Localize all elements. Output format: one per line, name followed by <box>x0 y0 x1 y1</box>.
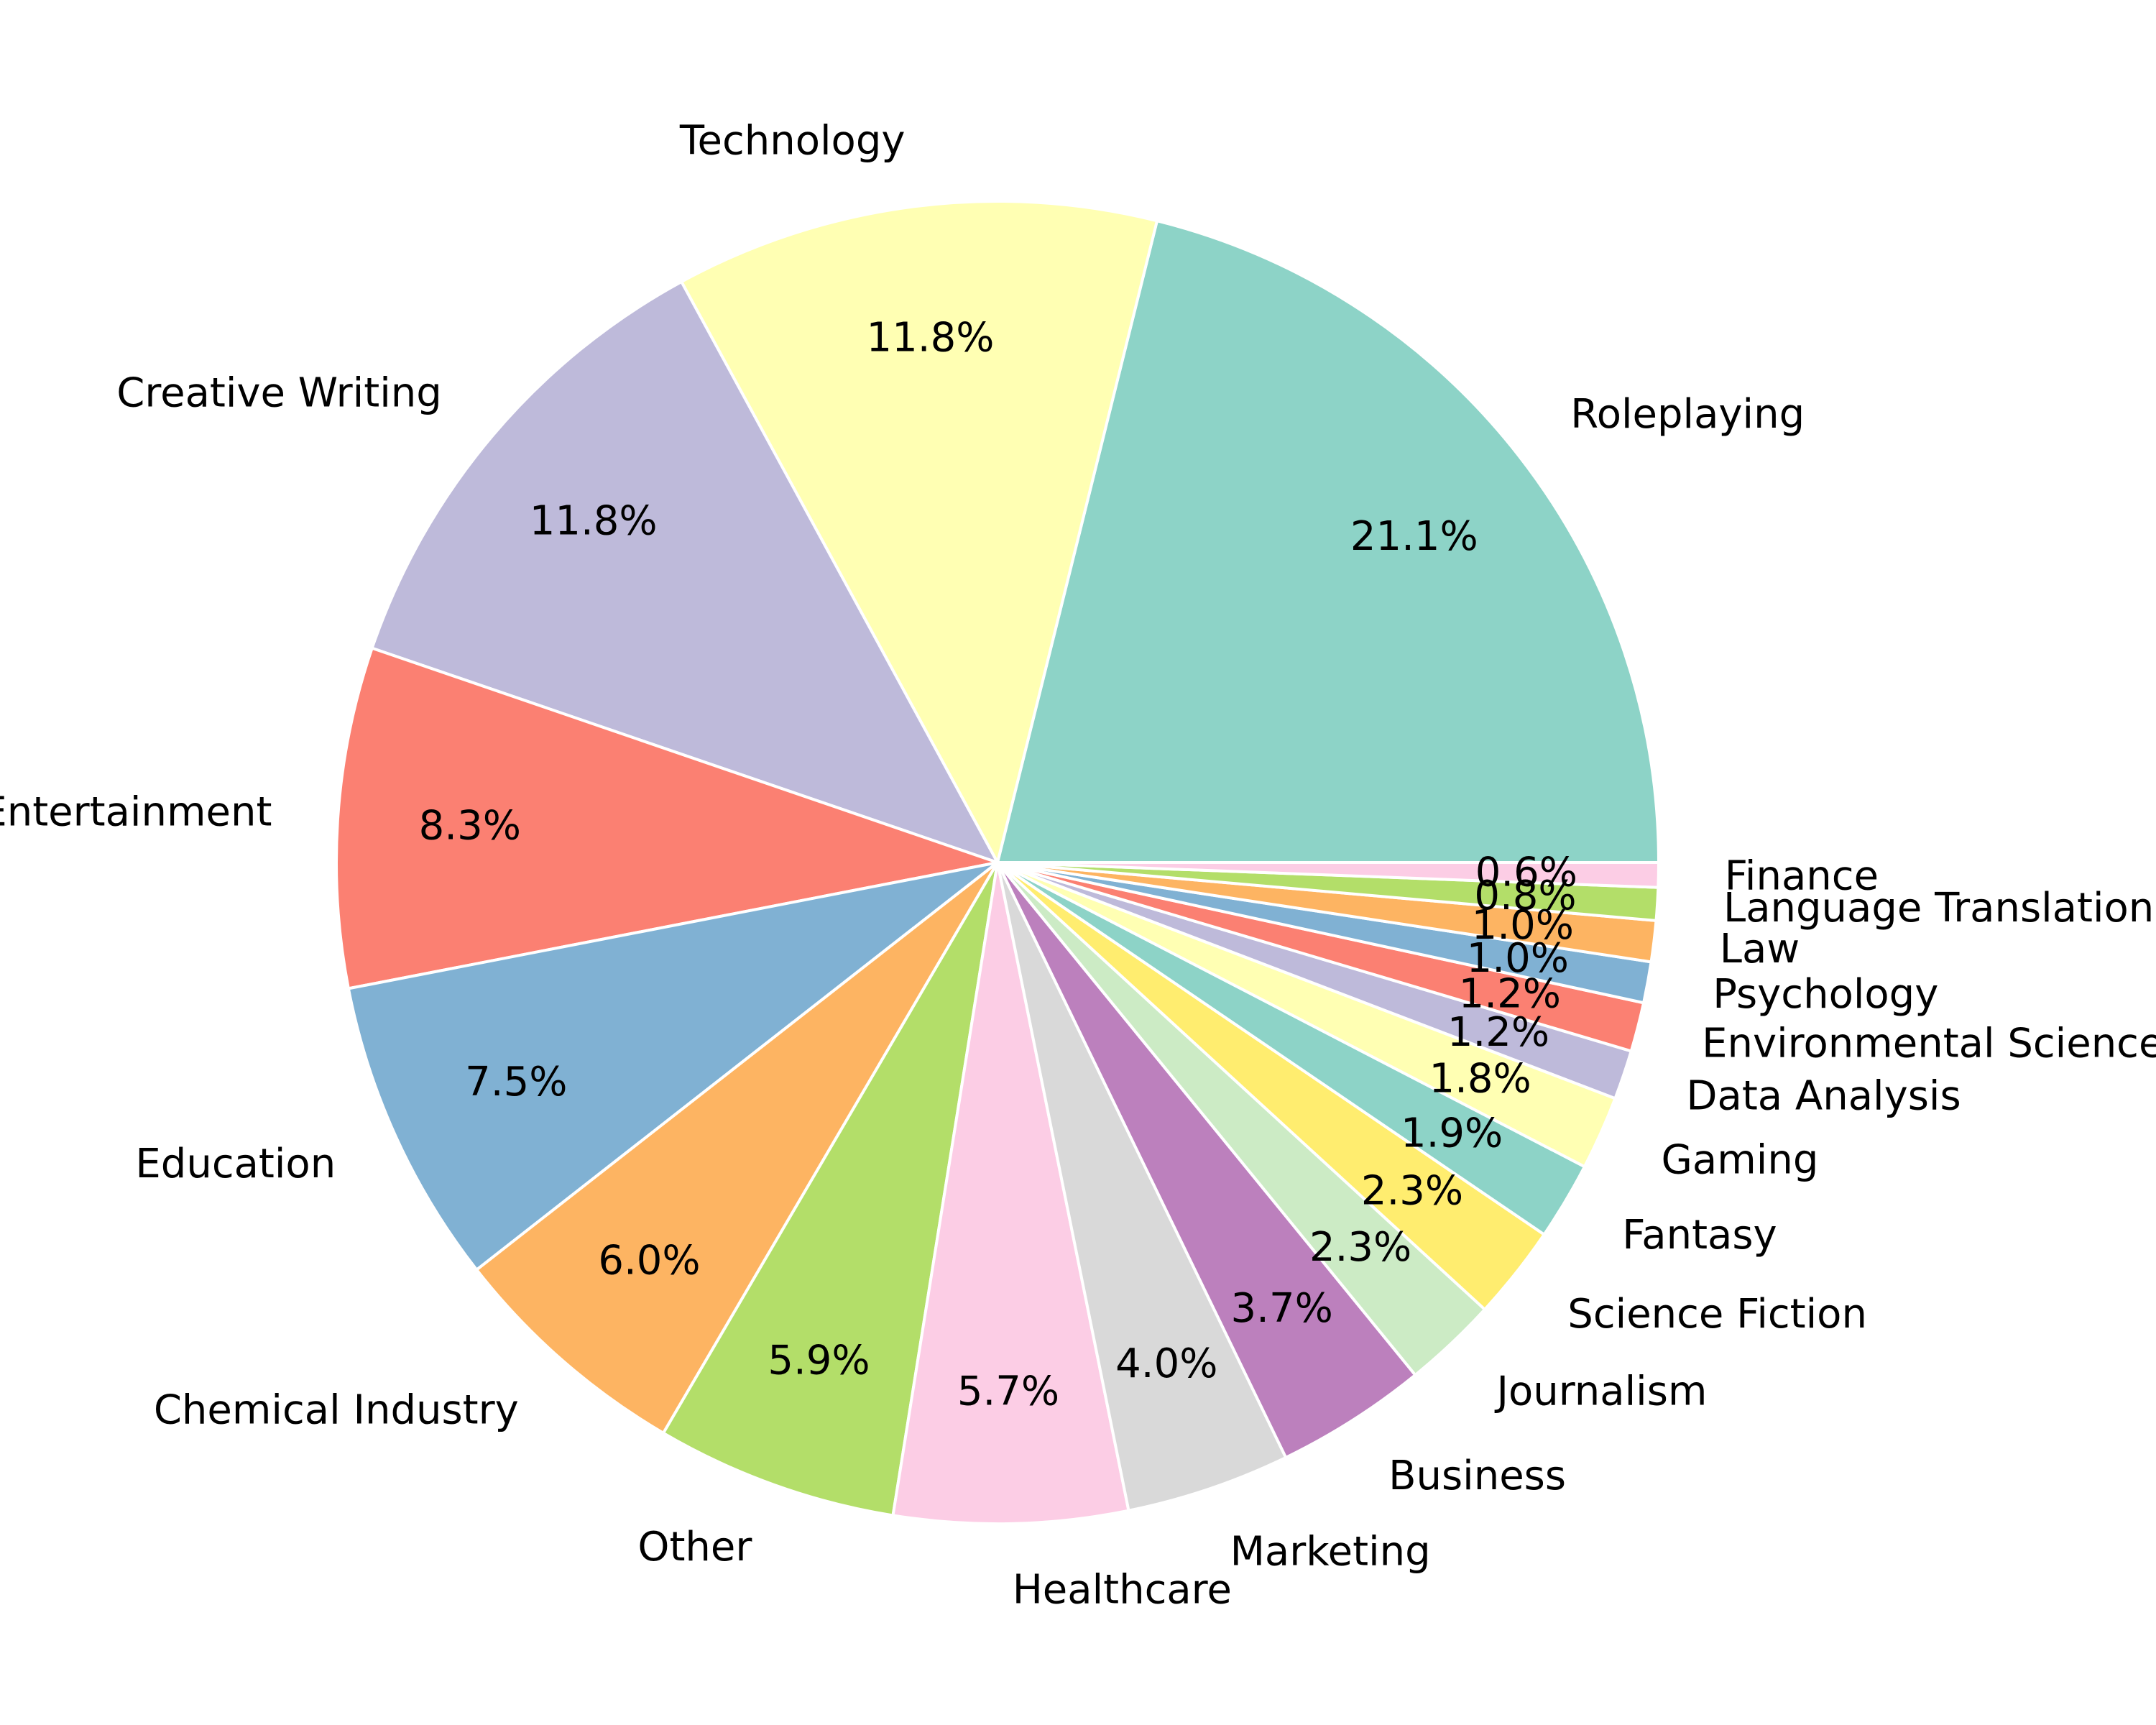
slice-percent-finance: 0.6% <box>1475 849 1577 896</box>
slice-label-science-fiction: Science Fiction <box>1567 1291 1867 1338</box>
slice-percent-entertainment: 8.3% <box>419 803 521 850</box>
slice-label-other: Other <box>637 1524 752 1570</box>
slice-label-environmental-science: Environmental Science <box>1702 1020 2156 1067</box>
slice-label-gaming: Gaming <box>1662 1136 1819 1183</box>
pie-slice-education <box>346 861 999 1271</box>
slice-label-entertainment: Entertainment <box>0 789 272 836</box>
slice-percent-roleplaying: 21.1% <box>1350 513 1478 560</box>
slice-label-journalism: Journalism <box>1495 1368 1708 1415</box>
slice-percent-business: 3.7% <box>1231 1285 1333 1332</box>
slice-label-language-translation: Language Translation <box>1723 885 2154 932</box>
slice-percent-healthcare: 5.7% <box>957 1368 1059 1414</box>
pie-slice-healthcare <box>891 861 1130 1525</box>
slice-percent-science-fiction: 2.3% <box>1361 1167 1463 1214</box>
slice-percent-chemical-industry: 6.0% <box>598 1238 700 1284</box>
slice-percent-environmental-science: 1.2% <box>1459 971 1561 1018</box>
pie-slices <box>335 200 1661 1525</box>
pie-slice-roleplaying <box>996 219 1660 864</box>
slice-percent-fantasy: 1.9% <box>1401 1110 1503 1157</box>
slice-label-technology: Technology <box>679 118 906 165</box>
pie-slice-technology <box>680 200 1159 864</box>
slice-label-healthcare: Healthcare <box>1013 1566 1232 1613</box>
pie-slice-other <box>662 861 999 1517</box>
slice-label-creative-writing: Creative Writing <box>116 370 442 417</box>
slice-label-law: Law <box>1720 926 1800 972</box>
pie-slice-creative-writing <box>370 280 999 864</box>
slice-percent-creative-writing: 11.8% <box>530 498 658 545</box>
slice-percent-law: 1.0% <box>1472 902 1574 949</box>
slice-percent-data-analysis: 1.2% <box>1447 1009 1549 1056</box>
slice-label-fantasy: Fantasy <box>1622 1212 1777 1259</box>
slice-label-business: Business <box>1388 1453 1566 1499</box>
pie-slice-marketing <box>996 861 1288 1512</box>
slice-percent-marketing: 4.0% <box>1115 1340 1217 1387</box>
pie-slice-entertainment <box>335 646 999 990</box>
pie-slice-finance <box>996 861 1661 889</box>
slice-label-psychology: Psychology <box>1713 971 1938 1018</box>
slice-label-finance: Finance <box>1725 853 1879 900</box>
slice-percent-education: 7.5% <box>465 1059 567 1105</box>
slice-label-roleplaying: Roleplaying <box>1570 391 1805 438</box>
slice-label-chemical-industry: Chemical Industry <box>154 1386 519 1433</box>
slice-percent-other: 5.9% <box>768 1337 870 1384</box>
slice-percent-journalism: 2.3% <box>1309 1224 1411 1271</box>
slice-label-data-analysis: Data Analysis <box>1686 1073 1961 1120</box>
slice-percent-gaming: 1.8% <box>1429 1056 1531 1103</box>
slice-label-education: Education <box>135 1141 336 1187</box>
pie-slice-business <box>996 861 1417 1459</box>
slice-percent-psychology: 1.0% <box>1467 935 1569 982</box>
slice-percent-language-translation: 0.8% <box>1474 873 1576 919</box>
slice-percent-technology: 11.8% <box>867 315 995 362</box>
slice-label-marketing: Marketing <box>1230 1528 1431 1575</box>
pie-labels: Roleplaying 21.1% Technology 11.8% Creative … <box>0 118 2156 1614</box>
pie-slice-chemical-industry <box>475 861 999 1435</box>
